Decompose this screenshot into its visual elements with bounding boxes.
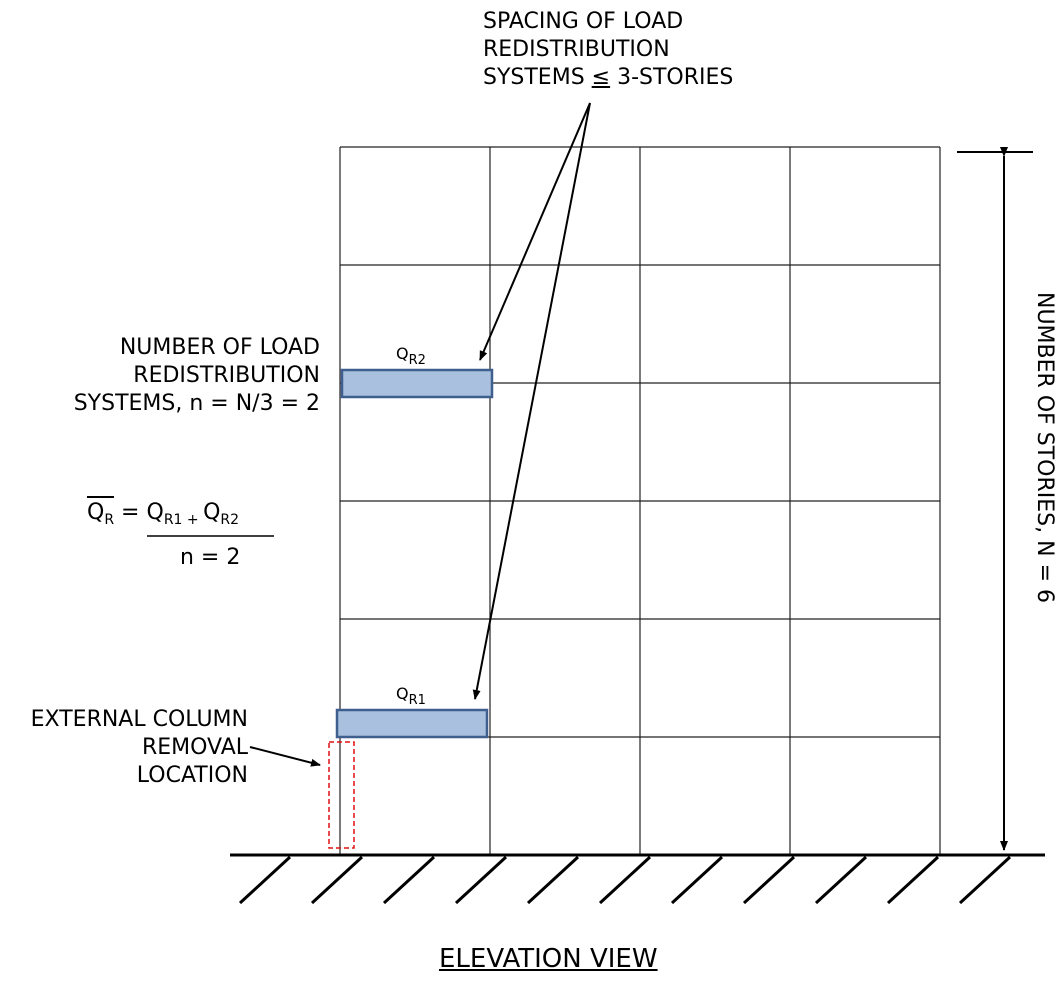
qr-bar: QR bbox=[87, 496, 115, 528]
number-load-line3: SYSTEMS, n = N/3 = 2 bbox=[73, 391, 320, 416]
building-frame-grid bbox=[339, 146, 941, 855]
external-line1: EXTERNAL COLUMN bbox=[30, 707, 248, 732]
number-load-line2: REDISTRIBUTION bbox=[133, 363, 320, 388]
spacing-label-line3: SYSTEMS ≤ 3-STORIES bbox=[483, 65, 734, 90]
number-load-line1: NUMBER OF LOAD bbox=[119, 335, 320, 360]
elevation-view-caption: ELEVATION VIEW bbox=[439, 944, 658, 974]
load-redistribution-system-qr1 bbox=[335, 708, 489, 739]
spacing-label: SPACING OF LOAD REDISTRIBUTION SYSTEMS ≤… bbox=[483, 8, 733, 92]
spacing-label-line2: REDISTRIBUTION bbox=[483, 37, 670, 62]
number-of-stories-label: NUMBER OF STORIES, N = 6 bbox=[1032, 292, 1057, 603]
average-qr-formula-denominator: n = 2 bbox=[180, 545, 241, 570]
external-column-leader-arrow bbox=[249, 746, 321, 767]
removed-column-outline bbox=[328, 741, 355, 849]
average-qr-formula-numerator: QR = QR1 + QR2 bbox=[87, 496, 239, 529]
external-column-label: EXTERNAL COLUMN REMOVAL LOCATION bbox=[31, 706, 248, 790]
load-redistribution-system-qr2 bbox=[340, 368, 494, 399]
number-of-load-systems-label: NUMBER OF LOAD REDISTRIBUTION SYSTEMS, n… bbox=[74, 334, 320, 418]
spacing-leader-arrow-upper bbox=[479, 102, 591, 361]
external-line2: REMOVAL bbox=[141, 735, 248, 760]
external-line3: LOCATION bbox=[136, 763, 248, 788]
spacing-leader-arrow-lower bbox=[472, 102, 591, 700]
spacing-label-line1: SPACING OF LOAD bbox=[483, 9, 684, 34]
leq-symbol: ≤ bbox=[591, 65, 611, 90]
qr2-label: QR2 bbox=[396, 344, 426, 368]
qr1-label: QR1 bbox=[396, 684, 426, 708]
ground-hatching bbox=[238, 855, 1012, 905]
